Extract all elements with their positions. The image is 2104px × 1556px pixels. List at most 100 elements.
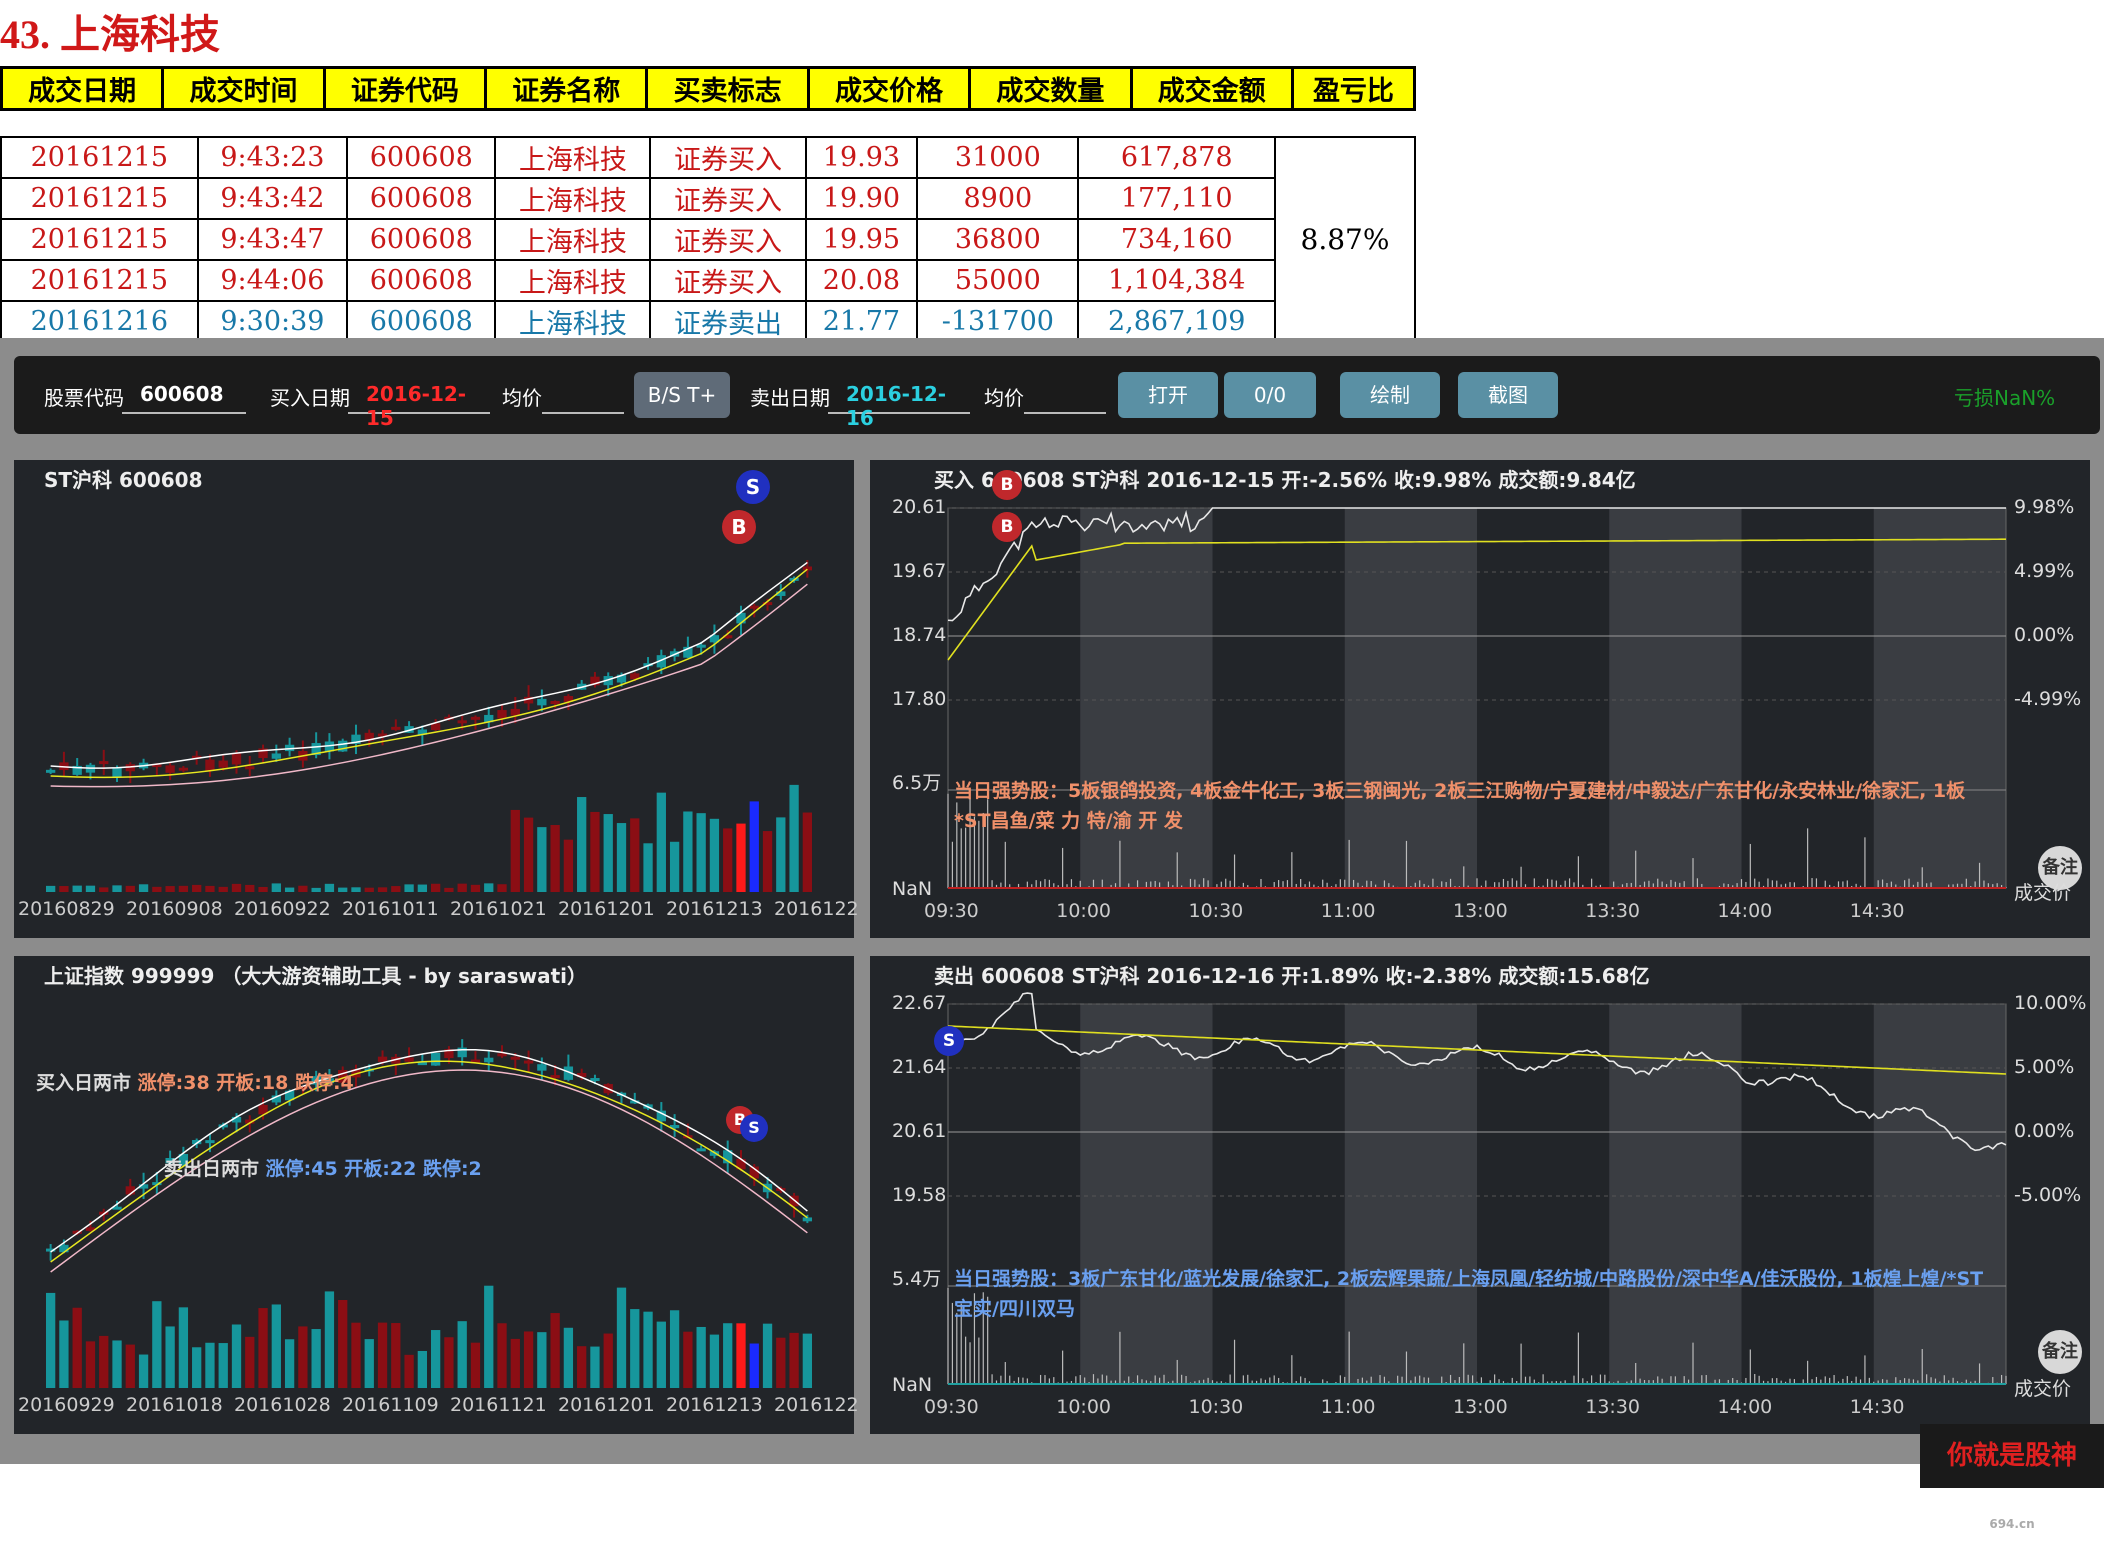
table-cell: 上海科技 xyxy=(494,177,652,220)
volume-bar xyxy=(709,1334,720,1388)
table-cell: 上海科技 xyxy=(494,300,652,343)
candle-body xyxy=(112,1206,122,1210)
candle-body xyxy=(656,1110,666,1122)
table-cell: 36800 xyxy=(916,218,1080,261)
x-tick-label: 13:00 xyxy=(1453,1396,1508,1418)
bs-toggle-button[interactable]: B/S T+ xyxy=(634,372,730,418)
x-tick-label: 13:30 xyxy=(1585,1396,1641,1418)
candle-body xyxy=(324,741,335,752)
candle-body xyxy=(351,734,361,744)
table-row: 20161215 9:43:23 600608 上海科技 证券买入 19.93 31000 6… xyxy=(0,136,1416,343)
header-cell: 成交金额 xyxy=(1129,66,1294,111)
code-input[interactable]: 600608 xyxy=(122,378,246,414)
candle-body xyxy=(245,766,255,770)
volume-bar xyxy=(762,831,773,892)
x-tick-label: 10:00 xyxy=(1056,900,1112,922)
volume-bar xyxy=(152,886,162,892)
volume-bar xyxy=(762,1323,773,1388)
ma20-line xyxy=(50,1069,808,1273)
volume-bar xyxy=(218,1343,228,1388)
table-cell: 证券买入 xyxy=(649,177,807,220)
memo-button-sell[interactable]: 备注 xyxy=(2038,1330,2082,1374)
candle-body xyxy=(324,1078,335,1084)
toolbar: 股票代码 600608 买入日期 2016-12-15 均价 B/S T+ 卖出… xyxy=(14,356,2100,434)
y-left-label: 17.80 xyxy=(892,688,947,710)
table-cell: 20161215 xyxy=(0,218,199,261)
time-band xyxy=(1344,508,1477,888)
index-sell-marker: S xyxy=(740,1114,768,1142)
table-cell: 600608 xyxy=(346,218,497,261)
volume-bar xyxy=(590,811,600,892)
table-cell: 证券卖出 xyxy=(649,300,807,343)
avg-price-input-2[interactable] xyxy=(1024,378,1106,414)
table-cell: 9:44:06 xyxy=(196,259,349,302)
volume-bar xyxy=(616,1287,627,1388)
candle-body xyxy=(178,767,189,771)
volume-bar xyxy=(311,1329,321,1388)
sell-day-label: 卖出日两市 xyxy=(164,1158,260,1180)
candle-body xyxy=(72,765,82,775)
table-cell: 9:30:39 xyxy=(196,300,349,343)
candle-body xyxy=(125,1186,135,1195)
candle-body xyxy=(205,759,215,771)
avg-price-input-1[interactable] xyxy=(542,378,624,414)
candle-body xyxy=(364,732,374,741)
candle-body xyxy=(723,1150,733,1164)
header-cell: 证券名称 xyxy=(484,66,649,111)
x-tick-label: 13:30 xyxy=(1585,900,1641,922)
volume-bar xyxy=(430,883,441,892)
table-cell: 31000 xyxy=(916,136,1080,179)
volume-bar xyxy=(351,1322,361,1388)
candle-body xyxy=(112,767,122,777)
x-tick-label: 11:00 xyxy=(1320,1396,1376,1418)
draw-button[interactable]: 绘制 xyxy=(1340,372,1440,418)
volume-bar xyxy=(776,817,786,892)
buy-point-badge-1: B xyxy=(992,470,1022,500)
volume-bar xyxy=(271,1304,281,1388)
volume-bar xyxy=(430,1330,441,1388)
candle-body xyxy=(284,744,295,752)
buy-date-input[interactable]: 2016-12-15 xyxy=(348,378,490,430)
y-left-label: NaN xyxy=(892,878,933,900)
memo-button-buy[interactable]: 备注 xyxy=(2038,846,2082,890)
volume-bar xyxy=(550,825,560,892)
candle-body xyxy=(563,1066,574,1080)
volume-bar xyxy=(377,887,388,892)
volume-bar xyxy=(577,1346,587,1388)
candle-body xyxy=(444,1049,454,1059)
table-cell: 19.95 xyxy=(804,218,919,261)
x-tick-label: 20160829 xyxy=(18,898,115,920)
volume-bar xyxy=(138,1354,149,1388)
candle-body xyxy=(749,605,759,609)
candle-body xyxy=(85,1227,96,1231)
buy-marker-badge: B xyxy=(722,510,756,544)
candle-body xyxy=(218,760,228,768)
candle-body xyxy=(391,1056,401,1064)
table-row: 20161215 9:44:06 600608 上海科技 证券买入 20.08 55000 1… xyxy=(0,259,1415,302)
candle-body xyxy=(430,1052,441,1066)
sell-date-input[interactable]: 2016-12-16 xyxy=(828,378,970,430)
candle-body xyxy=(258,1104,268,1115)
avg-price-label-2: 均价 xyxy=(984,386,1024,410)
header-cell: 成交时间 xyxy=(161,66,326,111)
y-left-label: 21.64 xyxy=(892,1056,947,1078)
x-tick-label: 14:30 xyxy=(1849,900,1905,922)
sell-intraday-panel: 卖出 600608 ST沪科 2016-12-16 开:1.89% 收:-2.3… xyxy=(870,956,2090,1434)
x-tick-label: 20161109 xyxy=(342,1394,439,1416)
volume-bar xyxy=(245,1336,255,1388)
table-cell: 9:43:42 xyxy=(196,177,349,220)
volume-bar xyxy=(643,843,653,892)
table-cell: 734,160 xyxy=(1077,218,1276,261)
volume-bar xyxy=(669,1310,680,1388)
table-cell: 20161215 xyxy=(0,177,199,220)
open-button[interactable]: 打开 xyxy=(1118,372,1218,418)
table-cell: 证券买入 xyxy=(649,136,807,179)
volume-bar xyxy=(696,813,706,892)
avg-price-line xyxy=(947,1025,2007,1075)
volume-bar xyxy=(789,784,799,892)
screenshot-button[interactable]: 截图 xyxy=(1458,372,1558,418)
ma5-line xyxy=(50,1048,808,1253)
time-band xyxy=(1080,508,1213,888)
counter-button[interactable]: 0/0 xyxy=(1224,372,1316,418)
candle-body xyxy=(484,714,494,723)
